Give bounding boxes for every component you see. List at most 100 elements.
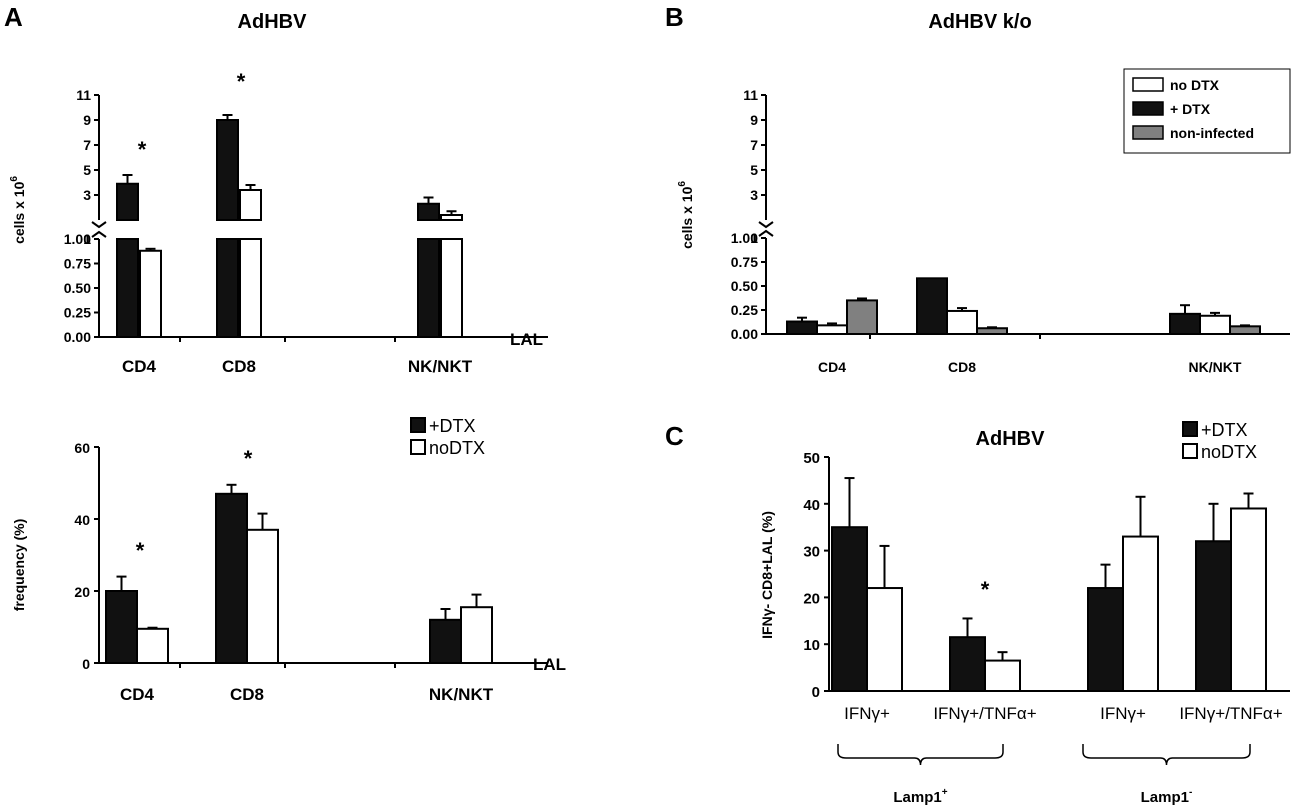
b-y-tick-label: 9	[750, 112, 758, 128]
b-bar	[1169, 312, 1201, 335]
a-top-bar	[440, 238, 463, 338]
panel-c-title: AdHBV	[976, 428, 1046, 450]
chart-c: IFNγ- CD8+LAL (%) 0 10 20 30 40 50 IFNγ+ IFNγ+/…	[759, 420, 1290, 806]
a-bottom-bar	[215, 492, 248, 664]
a-top-significance-mark: *	[138, 137, 147, 162]
c-bar	[831, 526, 868, 693]
a-top-y-tick-label: 11	[76, 87, 91, 103]
a-top-x-label: LAL	[510, 330, 543, 349]
b-category-label: CD8	[948, 359, 976, 375]
c-y-label: IFNγ- CD8+LAL (%)	[759, 511, 775, 639]
b-bar	[946, 309, 978, 335]
a-top-axis-break-lower	[91, 230, 107, 238]
panel-letter-b: B	[665, 2, 684, 32]
a-top-y-label: cells x 106	[9, 176, 27, 244]
a-top-bar	[239, 189, 262, 221]
c-group-label-text: Lamp1	[1141, 789, 1189, 806]
a-bottom-x-label: LAL	[533, 655, 566, 674]
c-legend-swatch	[1182, 421, 1198, 437]
c-y-tick-label: 20	[803, 590, 820, 607]
c-category-label: IFNγ+/TNFα+	[1179, 704, 1282, 723]
c-bar	[984, 659, 1021, 693]
b-y-tick-label: 0.50	[731, 278, 758, 294]
b-y-tick-label: 0.25	[731, 302, 758, 318]
panel-letter-c: C	[665, 421, 684, 451]
a-bottom-legend-swatch	[410, 439, 426, 455]
a-top-significance-mark: *	[237, 69, 246, 94]
a-top-axis-break-upper	[91, 221, 107, 229]
a-top-category-label: CD4	[122, 357, 157, 376]
a-bottom-category-label: NK/NKT	[429, 685, 494, 704]
a-top-y-tick-label: 7	[83, 137, 91, 153]
b-legend-swatch	[1132, 101, 1164, 116]
a-top-y-tick-label: 0.00	[64, 329, 91, 345]
a-top-y-tick-label: 1.00	[64, 231, 91, 247]
chart-a-bottom: frequency (%) LAL 0 20 40 60 CD4 CD8 NK/NKT * * +…	[11, 416, 566, 704]
a-bottom-significance-mark: *	[244, 446, 253, 471]
c-group-label: Lamp1+	[893, 787, 947, 806]
b-y-tick-label: 0.00	[731, 326, 758, 342]
a-top-category-label: NK/NKT	[408, 357, 473, 376]
a-top-y-label-text: cells x 10	[11, 181, 27, 243]
b-bar	[846, 299, 878, 335]
a-top-bar	[116, 182, 139, 221]
b-legend-swatch	[1132, 77, 1164, 92]
a-bottom-category-label: CD4	[120, 685, 155, 704]
a-top-bar	[216, 238, 239, 338]
a-top-y-tick-label: 5	[83, 162, 91, 178]
b-y-label: cells x 106	[677, 181, 695, 249]
a-bottom-y-tick-label: 20	[74, 584, 90, 600]
a-top-y-tick-label: 0.25	[64, 305, 91, 321]
a-bottom-bar	[136, 627, 169, 664]
b-bar	[976, 327, 1008, 335]
c-group-bracket	[1082, 744, 1251, 766]
a-bottom-legend-label: noDTX	[429, 438, 485, 458]
b-y-tick-label: 3	[750, 187, 758, 203]
c-group-bracket	[837, 744, 1004, 766]
a-bottom-legend-label: +DTX	[429, 416, 476, 436]
b-category-label: CD4	[818, 359, 846, 375]
c-y-tick-label: 10	[803, 637, 820, 654]
b-legend-label: non-infected	[1170, 125, 1254, 141]
b-bar	[916, 277, 948, 336]
c-significance-mark: *	[981, 577, 990, 602]
b-axis-break-lower	[758, 229, 774, 237]
a-bottom-y-tick-label: 60	[74, 440, 90, 456]
chart-b: cells x 106 0.00 0.25 0.50 0.75 1.001 3 5 7 9 11 C…	[677, 68, 1291, 375]
a-bottom-bar	[460, 606, 493, 665]
a-top-y-tick-label: 1	[83, 231, 91, 247]
b-y-tick-label: 0.75	[731, 254, 758, 270]
a-top-bar	[139, 249, 162, 338]
panel-a-title: AdHBV	[238, 11, 308, 33]
b-legend-label: + DTX	[1170, 101, 1211, 117]
b-y-tick-label: 1.00	[731, 230, 758, 246]
a-bottom-category-label: CD8	[230, 685, 264, 704]
c-bar	[949, 636, 986, 692]
c-legend-label: noDTX	[1201, 442, 1257, 462]
a-top-y-tick-label: 0.50	[64, 280, 91, 296]
c-category-label: IFNγ+/TNFα+	[933, 704, 1036, 723]
c-y-tick-label: 40	[803, 497, 820, 514]
c-group-label-text: Lamp1	[893, 789, 941, 806]
a-top-y-label-sup: 6	[9, 176, 20, 182]
a-bottom-bar	[246, 528, 279, 664]
a-top-bar	[239, 238, 262, 338]
a-bottom-legend-swatch	[410, 417, 426, 433]
b-y-tick-label: 7	[750, 137, 758, 153]
chart-a-top: cells x 106 LAL 0.00 0.25 0.50 0.75 1.001 3 5 7…	[9, 69, 548, 376]
a-bottom-bar	[105, 590, 138, 664]
c-y-tick-label: 0	[812, 684, 820, 701]
c-bar	[1087, 587, 1124, 692]
a-top-bar	[116, 238, 139, 338]
c-legend-label: +DTX	[1201, 420, 1248, 440]
panel-b-title: AdHBV k/o	[928, 11, 1031, 33]
a-bottom-significance-mark: *	[136, 538, 145, 563]
c-category-label: IFNγ+	[1100, 704, 1146, 723]
c-legend-swatch	[1182, 443, 1198, 459]
b-legend-swatch	[1132, 125, 1164, 140]
c-y-tick-label: 50	[803, 450, 820, 467]
c-y-tick-label: 30	[803, 544, 820, 561]
b-y-tick-label: 5	[750, 162, 758, 178]
a-top-bar	[216, 119, 239, 221]
